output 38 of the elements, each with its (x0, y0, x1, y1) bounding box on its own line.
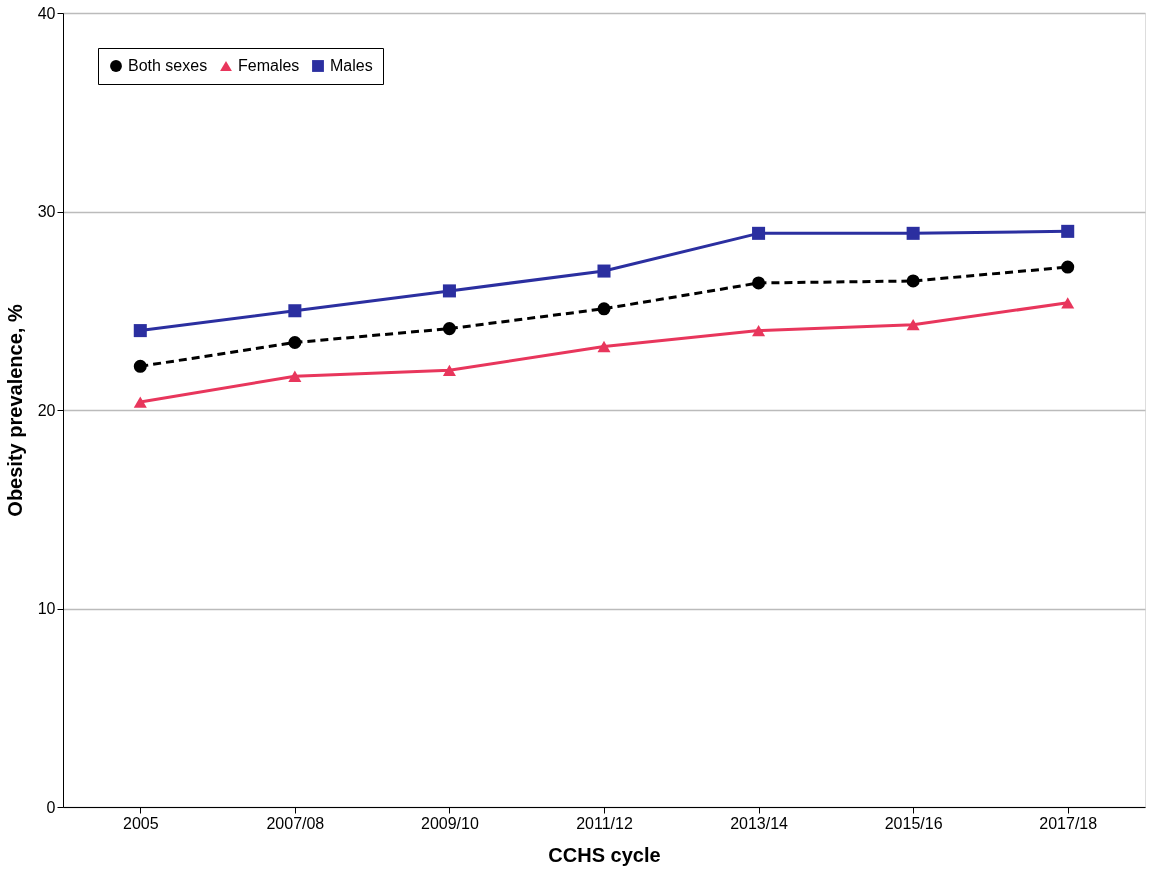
x-tick-label: 2017/18 (1039, 814, 1098, 832)
x-tick-label: 2013/14 (730, 814, 789, 832)
legend-label: Males (330, 57, 373, 74)
point (133, 324, 147, 338)
point (1061, 297, 1075, 309)
point (133, 359, 147, 373)
y-tick-label: 20 (37, 401, 56, 419)
point (597, 302, 611, 316)
y-axis-title: Obesity prevalence, % (3, 304, 26, 517)
y-tick-label: 30 (37, 203, 56, 220)
x-tick-label: 2007/08 (266, 814, 325, 832)
point (752, 276, 766, 290)
legend-label: Both sexes (128, 57, 208, 74)
legend-label: Females (238, 57, 300, 74)
point (906, 226, 920, 240)
point (442, 284, 456, 298)
point (288, 370, 302, 382)
point (597, 340, 611, 353)
point (906, 274, 920, 288)
point (442, 322, 456, 336)
y-tick-label: 40 (37, 4, 56, 22)
y-tick-label: 0 (46, 798, 56, 816)
x-tick-label: 2015/16 (884, 814, 943, 832)
point (752, 226, 766, 240)
x-tick-label: 2011/12 (576, 814, 633, 832)
point (1061, 224, 1075, 238)
point (597, 264, 611, 278)
point (752, 324, 766, 337)
point (288, 336, 302, 350)
point (288, 304, 302, 318)
point (442, 364, 456, 376)
x-axis-title: CCHS cycle (548, 843, 661, 866)
x-tick-label: 2009/10 (421, 814, 479, 832)
x-tick-label: 2005 (122, 814, 159, 832)
point (133, 396, 147, 408)
y-tick-label: 10 (37, 600, 56, 617)
point (906, 319, 920, 331)
point (1061, 260, 1075, 274)
